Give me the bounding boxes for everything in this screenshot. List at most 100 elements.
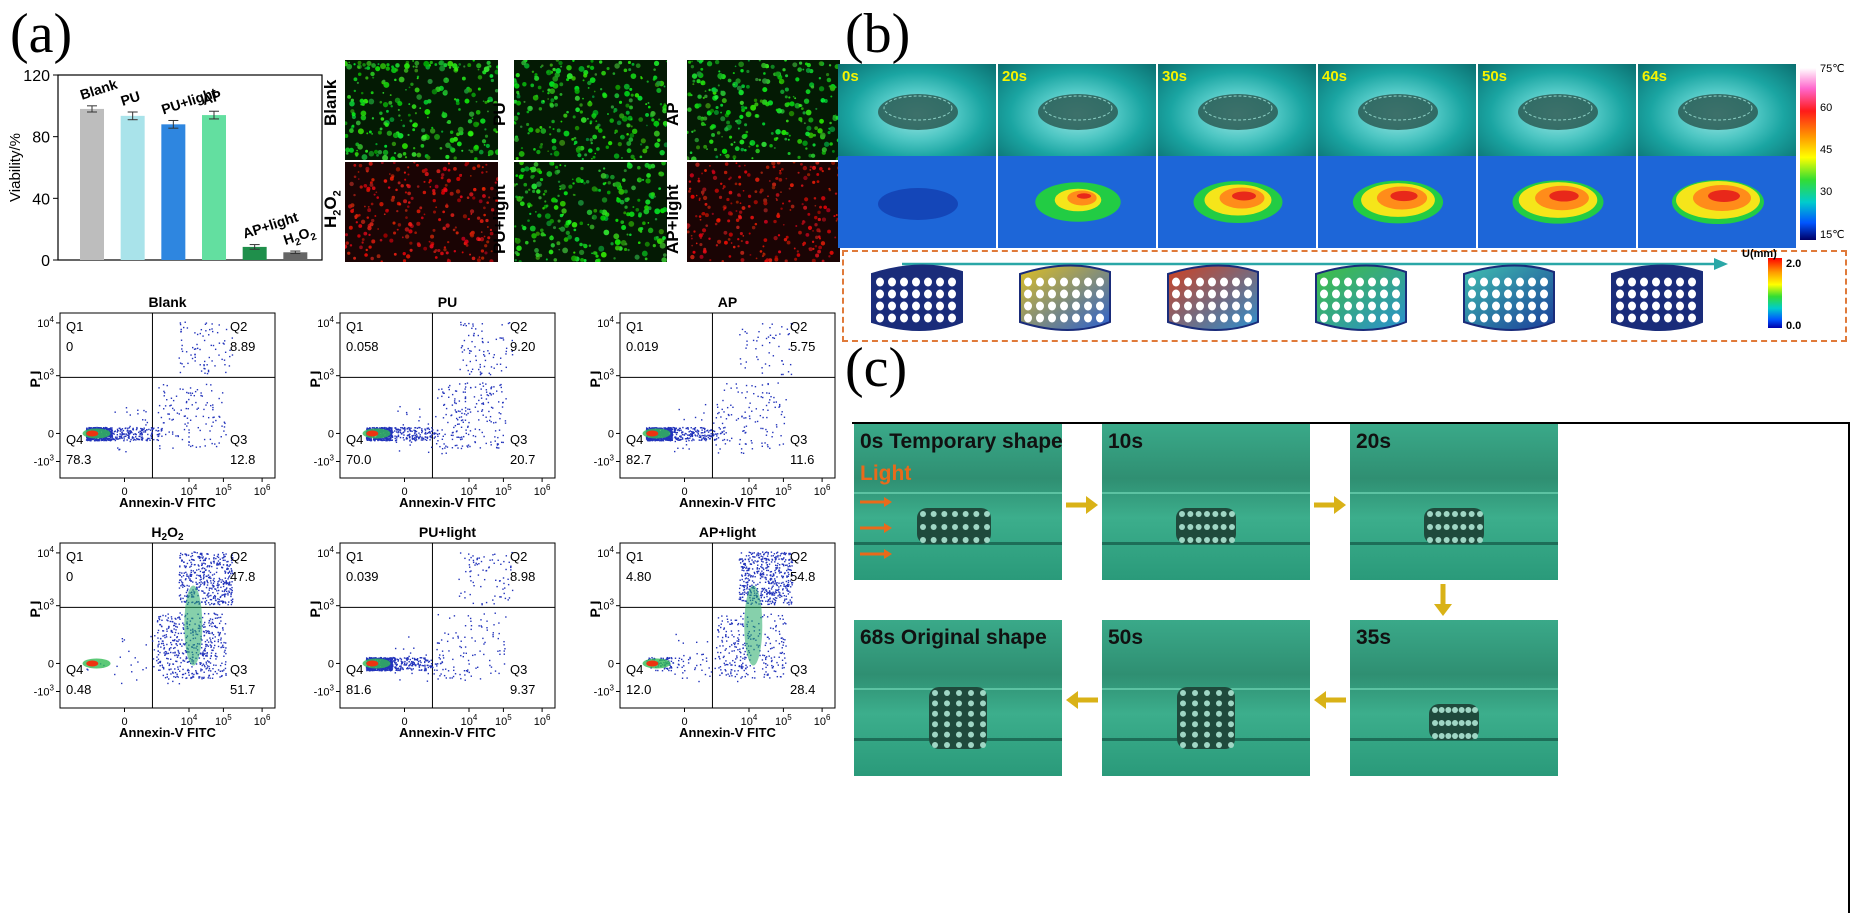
scatter-point [451, 432, 454, 434]
scatter-point [151, 427, 153, 430]
scatter-point [435, 415, 437, 418]
scatter-point [719, 448, 721, 450]
scatter-point [146, 438, 149, 441]
scatter-point [162, 674, 165, 677]
scatter-point [208, 334, 210, 336]
scatter-point [171, 618, 173, 620]
scatter-point [182, 622, 184, 624]
scatter-point [426, 660, 428, 662]
scatter-point [158, 618, 161, 621]
scatter-point [209, 580, 212, 582]
scatter-point [201, 395, 204, 397]
scatter-point [409, 652, 412, 654]
scatter-point [179, 566, 181, 568]
scatter-point [773, 337, 776, 340]
scatter-point [131, 431, 133, 434]
scatter-point [394, 658, 397, 660]
scatter-point [708, 438, 711, 440]
scatter-point [159, 664, 161, 667]
scatter-point [710, 435, 712, 437]
scatter-point [116, 436, 118, 438]
scatter-point [178, 683, 181, 685]
scatter-point [217, 585, 219, 587]
scatter-point [179, 574, 181, 576]
scatter-point [167, 617, 170, 619]
scatter-point [650, 439, 652, 442]
scatter-point [413, 661, 415, 664]
scatter-point [442, 435, 444, 437]
scatter-point [225, 434, 227, 436]
scatter-point [190, 354, 192, 356]
scatter-point [231, 561, 233, 564]
scatter-point [464, 625, 467, 627]
scatter-point [389, 659, 392, 661]
scatter-point [409, 444, 411, 446]
scatter-point [188, 559, 191, 562]
scatter-point [486, 420, 488, 423]
scatter-point [715, 438, 717, 441]
scatter-point [206, 630, 209, 633]
scatter-point [687, 427, 689, 429]
scatter-point [210, 655, 213, 657]
quadrant-value: 81.6 [346, 682, 371, 697]
scatter-point [94, 427, 96, 430]
scatter-point [174, 671, 177, 674]
scatter-point [222, 559, 225, 561]
scatter-point [379, 427, 381, 430]
scatter-point [230, 595, 232, 598]
scatter-point [136, 679, 138, 681]
scatter-point [406, 658, 408, 661]
scatter-point [651, 656, 653, 659]
scatter-point [726, 406, 729, 409]
scatter-point [222, 646, 225, 649]
scatter-point [437, 435, 439, 438]
scatter-point [185, 565, 187, 568]
scatter-point [187, 661, 190, 663]
scatter-point [114, 439, 117, 442]
scatter-point [203, 584, 205, 586]
scatter-point [704, 436, 706, 438]
scatter-point [88, 439, 90, 441]
scatter-point [94, 439, 96, 442]
flow-x-axis-label: Annexin-V FITC [679, 495, 776, 510]
scatter-point [222, 342, 225, 344]
scatter-point [181, 639, 183, 641]
scatter-point [198, 657, 201, 659]
scatter-point [678, 439, 680, 441]
fluorescence-image [514, 162, 667, 262]
scatter-point [490, 421, 492, 423]
scatter-point [180, 560, 183, 562]
scatter-point [469, 350, 471, 352]
flow-plot-title: Blank [148, 295, 186, 310]
scatter-point [128, 434, 130, 437]
scatter-point [703, 428, 706, 431]
scatter-point [177, 676, 179, 678]
scatter-point [421, 436, 423, 439]
scatter-point [663, 668, 666, 670]
scatter-point [121, 431, 123, 433]
scatter-point [132, 437, 135, 439]
scatter-point [503, 644, 505, 646]
scatter-point [481, 603, 483, 605]
scatter-point [500, 383, 502, 386]
scatter-point [467, 412, 469, 415]
scatter-point [504, 587, 506, 589]
scatter-point [190, 676, 192, 679]
flow-x-tick-label: 105 [775, 483, 792, 498]
scatter-point [201, 562, 203, 565]
scatter-point [489, 664, 491, 667]
scatter-point [214, 365, 216, 367]
scatter-point [201, 567, 203, 570]
scatter-point [132, 427, 134, 430]
scatter-point [185, 554, 188, 556]
scatter-point [366, 438, 368, 440]
scatter-point [186, 327, 189, 329]
scatter-point [221, 646, 223, 648]
scatter-point [455, 410, 457, 413]
scatter-point [483, 355, 486, 357]
scatter-point [437, 440, 439, 442]
scatter-point [482, 637, 484, 640]
scatter-point [411, 437, 414, 440]
scatter-point [777, 382, 779, 384]
scatter-point [224, 602, 227, 604]
